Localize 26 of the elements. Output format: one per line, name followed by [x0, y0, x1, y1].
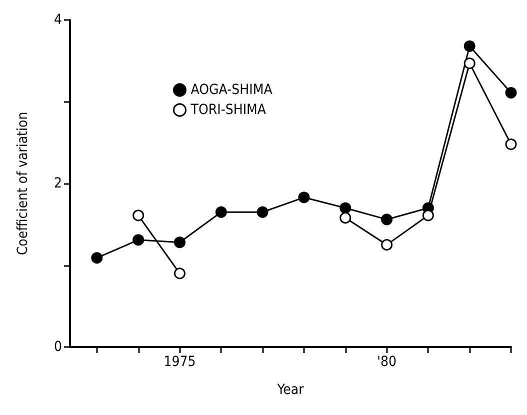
point — [174, 268, 186, 280]
point — [464, 58, 476, 70]
point — [381, 214, 393, 226]
x-tick-label: '80 — [377, 354, 397, 370]
point — [505, 87, 517, 99]
point — [340, 202, 352, 214]
y-tick-label: 4 — [54, 12, 62, 28]
point — [132, 210, 144, 222]
y-tick-label: 2 — [54, 176, 62, 192]
point — [215, 206, 227, 218]
point — [91, 252, 103, 264]
y-tick-label: 0 — [54, 339, 62, 355]
y-axis-title: Coefficient of variation — [15, 112, 31, 256]
point — [132, 234, 144, 246]
x-tick-label: 1975 — [164, 354, 196, 370]
x-axis-title: Year — [276, 382, 305, 398]
point — [505, 138, 517, 150]
legend-label: AOGA-SHIMA — [190, 82, 273, 98]
point — [174, 236, 186, 248]
point — [381, 239, 393, 251]
point — [422, 210, 434, 222]
point — [298, 192, 310, 204]
point — [340, 212, 352, 224]
point — [256, 206, 268, 218]
point — [464, 40, 476, 52]
legend-label: TORI-SHIMA — [190, 102, 266, 118]
